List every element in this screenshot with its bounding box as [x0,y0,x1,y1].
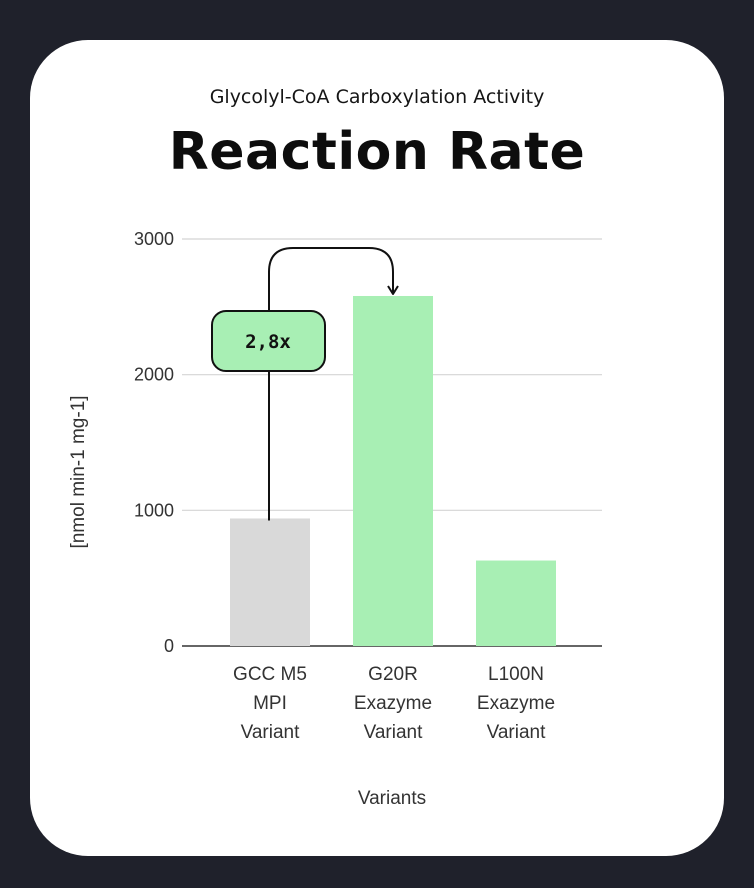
x-axis-label: Variants [358,788,426,809]
annotation-badge [211,310,326,372]
y-tick-label: 2000 [134,365,174,385]
x-tick-label: L100N [488,664,544,685]
annotation-label: 2,8x [245,331,291,353]
y-tick-label: 3000 [134,229,174,249]
chart-title: Reaction Rate [168,122,586,182]
x-tick-label: MPI [253,693,287,714]
chart-subtitle: Glycolyl-CoA Carboxylation Activity [209,86,545,108]
x-tick-label: Variant [241,722,301,743]
x-tick-label: GCC M5 [233,664,307,685]
y-tick-label: 0 [164,636,174,656]
x-tick-label: Exazyme [354,693,432,714]
bar [230,518,310,646]
y-tick-label: 1000 [134,500,174,520]
chart-card: Glycolyl-CoA Carboxylation Activity Reac… [30,40,724,856]
x-tick-label: Variant [487,722,547,743]
bar-chart: 0 1000 2000 3000 GCC M5 MPI Variant G20R Exazyme… [68,229,602,809]
comparison-arrow [268,247,394,521]
bar [353,295,433,646]
bar [476,560,556,646]
x-tick-label: Variant [364,722,424,743]
x-tick-label: Exazyme [477,693,555,714]
arrowhead-icon [387,285,399,295]
y-axis-label: [nmol min-1 mg-1] [68,395,89,548]
x-tick-label: G20R [368,664,418,685]
